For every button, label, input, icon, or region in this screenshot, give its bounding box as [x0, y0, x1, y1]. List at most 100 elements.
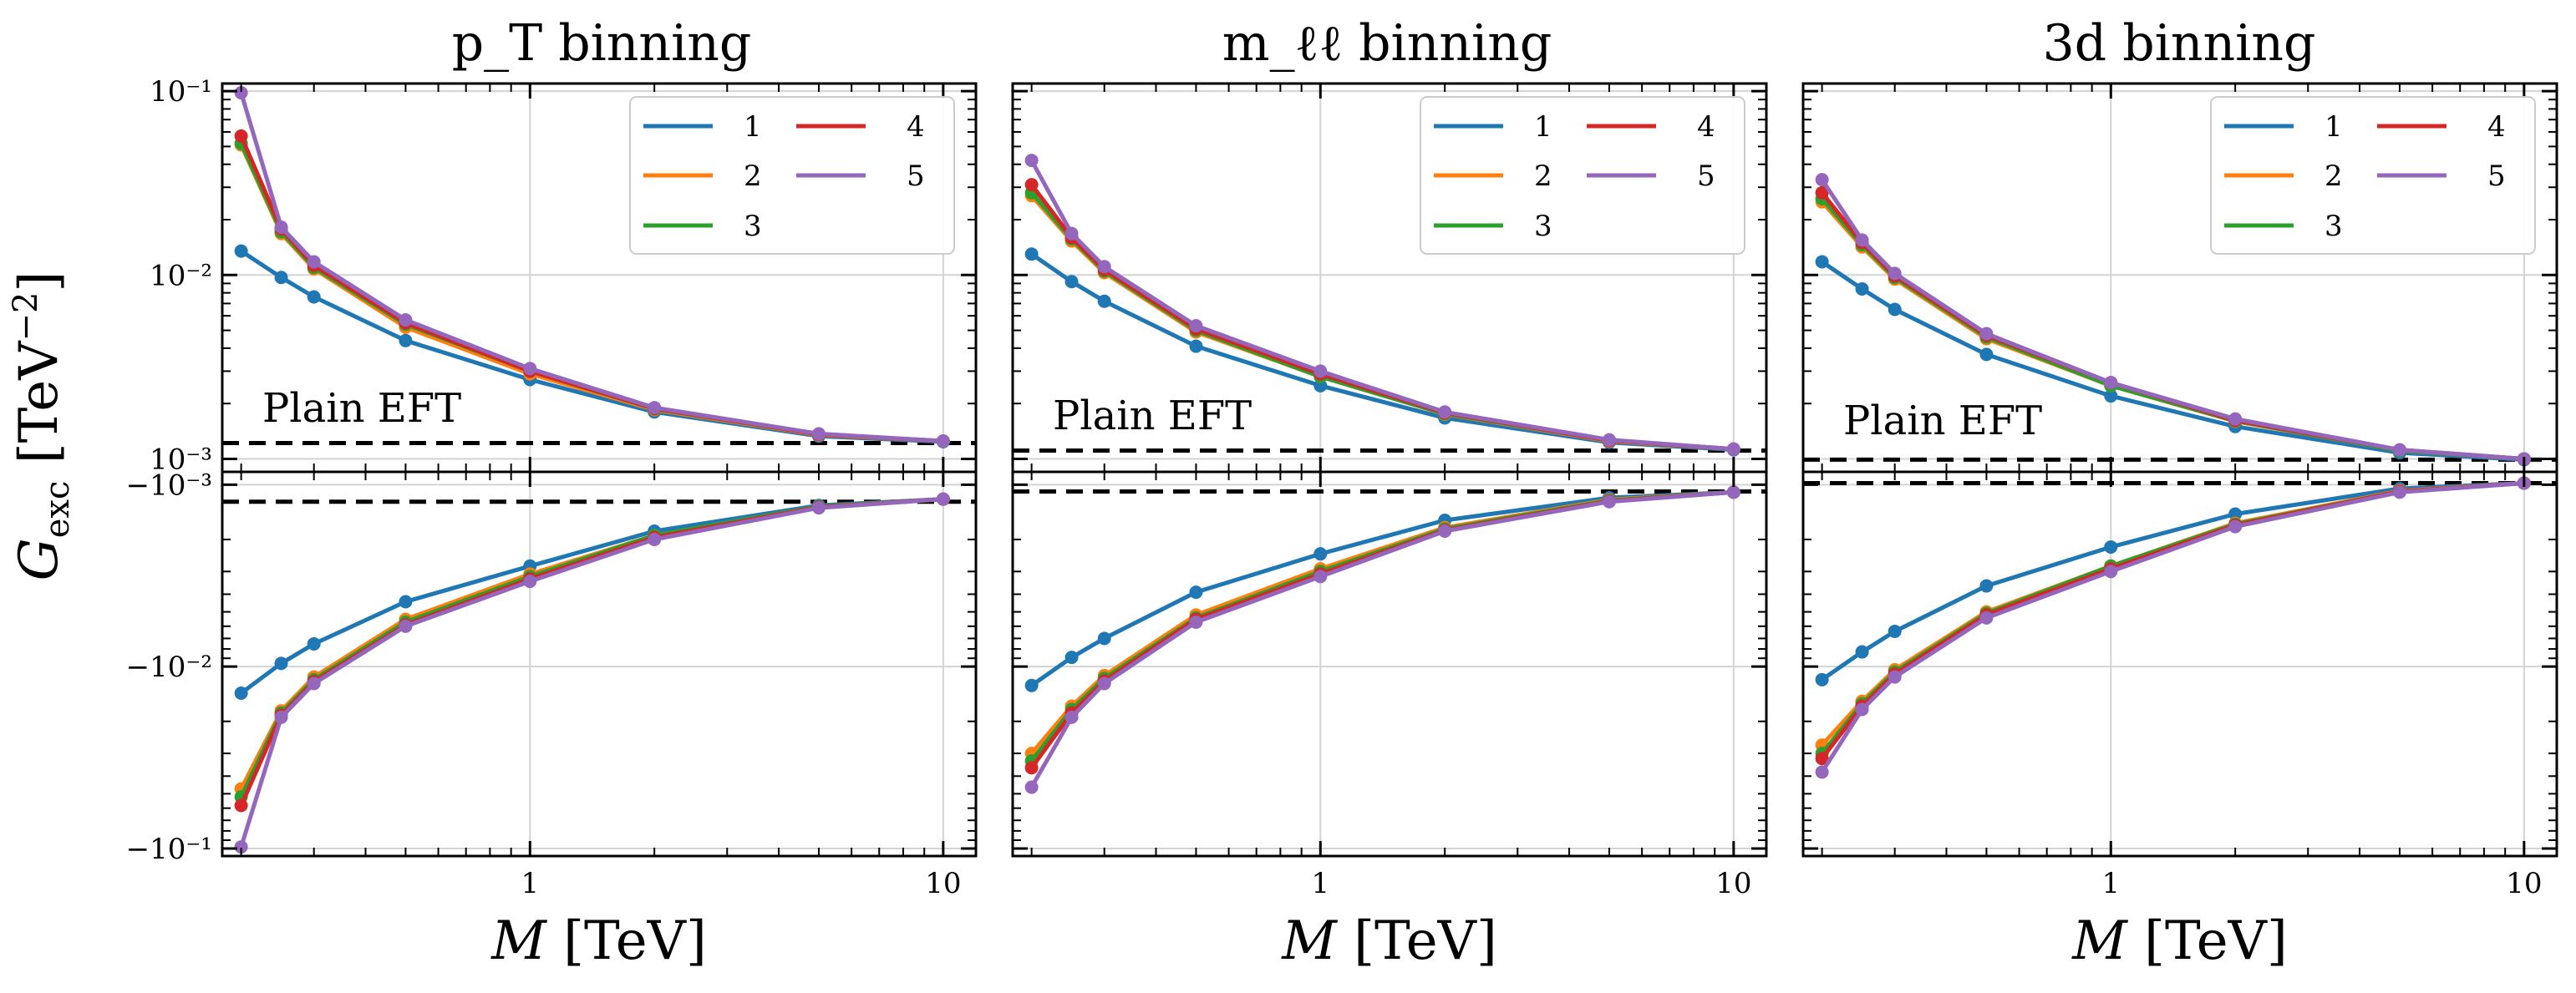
series-5-positive-line [239, 92, 943, 443]
series-3-negative-line [1820, 481, 2524, 755]
series-1-positive-point [274, 271, 288, 285]
bottom-axes-frame [221, 470, 978, 858]
baseline-group [222, 440, 976, 504]
plain-eft-label: Plain EFT [1843, 398, 2042, 444]
series-1-positive-point [399, 333, 413, 347]
series-5-negative-point [399, 619, 413, 633]
y-tick-label: 10⁻³ [150, 443, 212, 476]
series-5-negative-line [239, 497, 943, 848]
bottom-axes-frame [1801, 470, 2558, 858]
series-4-negative-line [1029, 489, 1734, 769]
series-1-positive-point [2104, 389, 2118, 403]
x-tick-label: 1 [2101, 867, 2120, 900]
series-1-negative-point [234, 686, 248, 701]
series-5-positive-point [1064, 226, 1079, 241]
legend-label-5: 5 [907, 160, 925, 193]
series-1-positive-point [307, 290, 321, 304]
ticks: 1 10 10⁻¹ 10⁻² 10⁻³−10⁻³ −10⁻² −10⁻¹ [126, 75, 976, 900]
series-1-negative-point [1097, 631, 1111, 646]
series-5-negative-point [1726, 485, 1740, 499]
y-tick-label: −10⁻³ [126, 469, 212, 502]
series-5-positive-point [936, 434, 950, 448]
legend: 1 2 3 4 5 [1420, 96, 1745, 255]
series-5-negative-point [936, 492, 950, 506]
x-tick-label: 1 [521, 867, 539, 900]
series-5-positive-point [1888, 266, 1902, 281]
x-tick-label: 10 [1715, 867, 1751, 900]
legend-box [2210, 96, 2536, 255]
legend-label-2: 2 [1534, 160, 1552, 193]
series-1-negative-point [274, 656, 288, 671]
plain-eft-label: Plain EFT [1053, 393, 1252, 439]
panel-pt-binning: p_T binning 1 10 10⁻¹ 10⁻² 10⁻³−10⁻³ −10⁻² −10… [126, 14, 978, 900]
y-tick-label: 10⁻¹ [150, 75, 212, 109]
series-4-positive-point [1815, 185, 1829, 200]
series-5-negative-point [523, 575, 537, 589]
x-axis-label: M [TeV] [1281, 910, 1497, 972]
baseline-group [1013, 448, 1766, 494]
series-5-positive-point [1438, 405, 1452, 419]
series-5-negative-point [648, 532, 662, 546]
x-axis-label: M [TeV] [2071, 910, 2288, 972]
legend-label-2: 2 [2324, 160, 2343, 193]
panel-3d-binning: 3d binning 1 10 Plain EFT 1 2 3 4 5 [1801, 14, 2558, 900]
series-4-positive-point [1024, 178, 1039, 192]
positive-series-group [1024, 154, 1740, 457]
series-1-positive-point [1189, 339, 1203, 353]
baseline-group [1803, 457, 2557, 485]
y-tick-label: −10⁻¹ [126, 833, 212, 866]
grid [1013, 84, 1766, 856]
series-5-negative-point [1979, 610, 1994, 625]
series-5-positive-point [1024, 154, 1039, 168]
series-5-negative-point [1064, 710, 1079, 724]
series-5-positive-point [2392, 443, 2406, 457]
series-1-positive-point [1064, 275, 1079, 289]
series-5-positive-point [1815, 173, 1829, 187]
series-4-negative-point [1815, 752, 1829, 766]
negative-series-group [1815, 476, 2531, 779]
ticks: 1 10 [1803, 84, 2557, 900]
series-4-negative-line [239, 497, 943, 807]
series-5-negative-line [1029, 489, 1734, 788]
panel-title: m_ℓℓ binning [1222, 14, 1552, 73]
legend-label-3: 3 [744, 210, 762, 243]
series-1-negative-point [1888, 624, 1902, 638]
series-5-positive-point [648, 401, 662, 415]
series-5-negative-point [1313, 570, 1328, 584]
series-5-negative-point [1855, 702, 1869, 717]
series-1-negative-point [307, 636, 321, 651]
x-tick-label: 10 [925, 867, 961, 900]
legend-label-4: 4 [2487, 110, 2506, 144]
series-5-negative-point [2104, 565, 2118, 579]
negative-series-group [1024, 485, 1740, 794]
legend-label-5: 5 [2487, 160, 2506, 193]
legend-label-5: 5 [1697, 160, 1715, 193]
series-5-positive-line [1029, 159, 1734, 452]
legend-label-4: 4 [907, 110, 925, 144]
legend-box [629, 96, 955, 255]
positive-series-group [1815, 173, 2531, 467]
series-1-negative-point [2228, 507, 2243, 521]
y-axis-label: Gexc [TeV−2] [7, 271, 77, 581]
x-tick-label: 10 [2506, 867, 2542, 900]
series-1-negative-point [1855, 645, 1869, 659]
series-5-positive-point [1726, 442, 1740, 456]
series-5-negative-point [274, 710, 288, 724]
legend-label-3: 3 [2324, 210, 2343, 243]
series-1-positive-point [1979, 347, 1994, 362]
series-3-negative-line [239, 497, 943, 798]
bottom-axes-frame [1011, 470, 1768, 858]
series-5-positive-point [2228, 412, 2243, 426]
ticks: 1 10 [1013, 84, 1766, 900]
series-5-negative-point [1888, 670, 1902, 684]
x-axis-label: M [TeV] [490, 910, 707, 972]
series-1-negative-point [1064, 651, 1079, 665]
negative-series-group [234, 492, 950, 854]
series-4-negative-point [234, 798, 248, 813]
series-5-negative-point [2392, 485, 2406, 499]
plain-eft-label: Plain EFT [262, 385, 461, 432]
series-5-positive-point [811, 427, 826, 441]
series-3-negative-line [1029, 489, 1734, 762]
series-5-negative-line [1820, 481, 2524, 773]
